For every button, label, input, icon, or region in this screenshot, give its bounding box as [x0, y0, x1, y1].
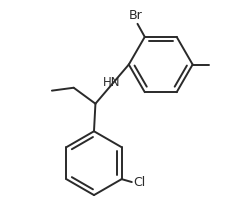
- Text: Cl: Cl: [133, 176, 145, 189]
- Text: Br: Br: [129, 9, 143, 21]
- Text: HN: HN: [103, 76, 121, 89]
